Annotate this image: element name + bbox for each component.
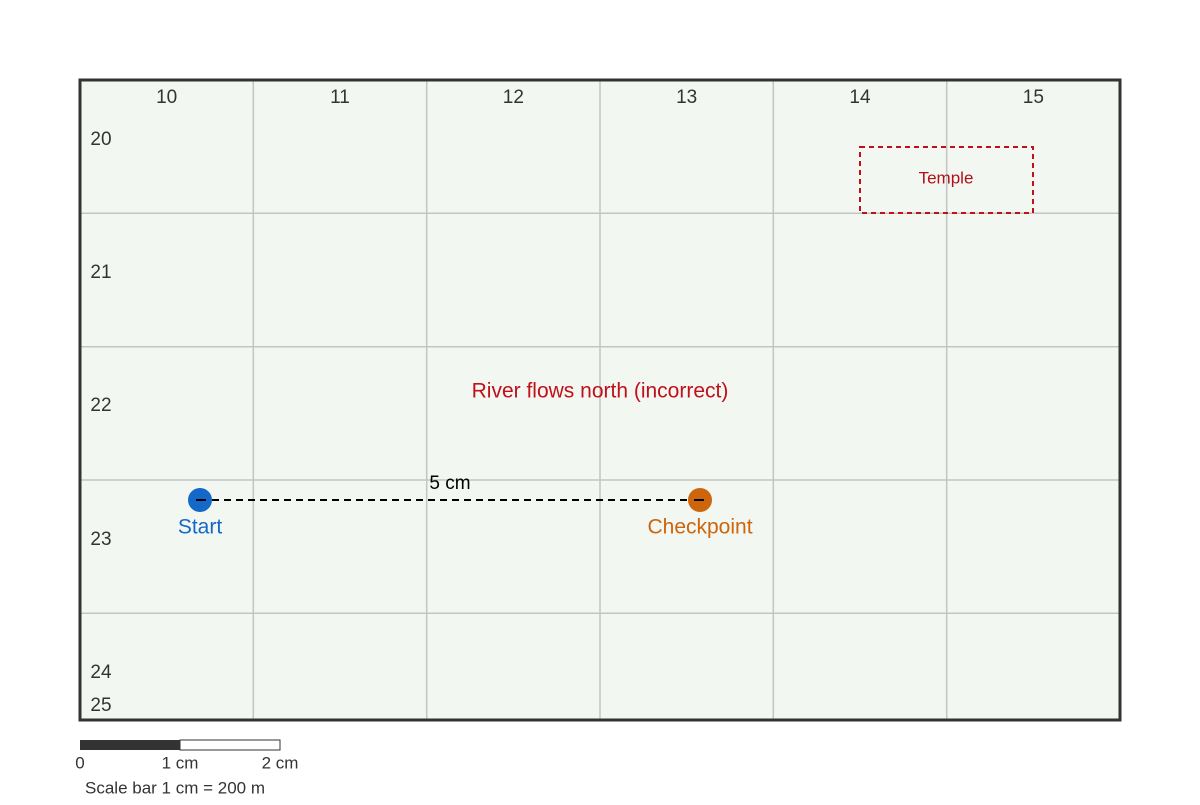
scale-bar-light [179,739,281,751]
row-label: 23 [90,529,111,550]
river-label: River flows north (incorrect) [472,380,729,403]
checkpoint-label: Checkpoint [647,516,752,539]
row-label: 24 [90,662,112,683]
scale-tick: 0 [75,753,84,772]
column-label: 15 [1023,87,1044,108]
temple-label: Temple [919,168,974,187]
row-label: 21 [90,262,111,283]
column-label: 14 [849,87,871,108]
start-label: Start [178,516,223,539]
column-label: 11 [330,87,350,108]
column-label: 10 [156,87,177,108]
distance-label: 5 cm [429,473,470,494]
temple-outline [859,146,1034,214]
scale-bar-dark [80,740,180,750]
column-label: 12 [503,87,524,108]
row-label: 22 [90,395,111,416]
scale-tick: 1 cm [162,753,199,772]
column-label: 13 [676,87,697,108]
row-label: 25 [90,695,111,716]
row-label: 20 [90,129,111,150]
map-frame [78,78,1122,722]
scale-tick: 2 cm [262,753,299,772]
scale-caption: Scale bar 1 cm = 200 m [85,778,265,797]
